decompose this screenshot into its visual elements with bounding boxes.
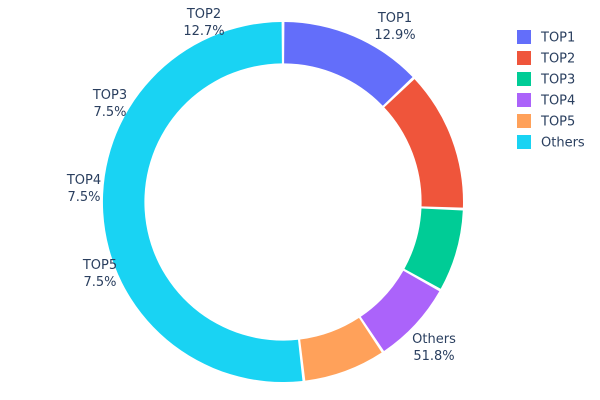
- legend-swatch-others[interactable]: [517, 135, 531, 149]
- pie-slice-top2[interactable]: [384, 79, 463, 208]
- legend-label-others[interactable]: Others: [541, 136, 585, 151]
- pie-slice-labels: TOP1 12.9% TOP2 12.7% TOP3 7.5% TOP4 7.5% TOP5 7.…: [66, 7, 456, 364]
- slice-label-percent: 51.8%: [413, 349, 454, 364]
- slice-label-percent: 7.5%: [67, 190, 100, 205]
- slice-label-name: TOP5: [82, 258, 117, 273]
- pie-slice-top1[interactable]: [284, 22, 413, 106]
- slice-label-name: Others: [412, 332, 456, 347]
- slice-label-percent: 7.5%: [83, 275, 116, 290]
- slice-label-top1: TOP1 12.9%: [374, 11, 415, 43]
- slice-label-top5: TOP5 7.5%: [82, 258, 117, 290]
- slice-label-percent: 7.5%: [93, 105, 126, 120]
- legend-label-top4[interactable]: TOP4: [540, 94, 575, 109]
- slice-label-percent: 12.9%: [374, 28, 415, 43]
- legend-swatch-top4[interactable]: [517, 93, 531, 107]
- legend-label-top3[interactable]: TOP3: [540, 73, 575, 88]
- slice-label-top2: TOP2 12.7%: [183, 7, 224, 39]
- legend-swatch-top2[interactable]: [517, 51, 531, 65]
- legend-label-top5[interactable]: TOP5: [540, 115, 575, 130]
- slice-label-top4: TOP4 7.5%: [66, 173, 101, 205]
- slice-label-name: TOP2: [186, 7, 221, 22]
- legend-label-top1[interactable]: TOP1: [540, 31, 575, 46]
- slice-label-name: TOP4: [66, 173, 101, 188]
- pie-slice-top4[interactable]: [360, 270, 440, 351]
- pie-slices: [102, 22, 463, 383]
- chart-legend[interactable]: TOP1 TOP2 TOP3 TOP4 TOP5 Others: [517, 30, 585, 151]
- legend-swatch-top3[interactable]: [517, 72, 531, 86]
- slice-label-percent: 12.7%: [183, 24, 224, 39]
- legend-label-top2[interactable]: TOP2: [540, 52, 575, 67]
- slice-label-top3: TOP3 7.5%: [92, 88, 127, 120]
- slice-label-name: TOP1: [377, 11, 412, 26]
- slice-label-name: TOP3: [92, 88, 127, 103]
- pie-slice-others[interactable]: [102, 22, 303, 383]
- pie-slice-top5[interactable]: [300, 317, 382, 381]
- legend-swatch-top5[interactable]: [517, 114, 531, 128]
- slice-label-others: Others 51.8%: [412, 332, 456, 364]
- legend-swatch-top1[interactable]: [517, 30, 531, 44]
- pie-slice-top3[interactable]: [404, 208, 463, 289]
